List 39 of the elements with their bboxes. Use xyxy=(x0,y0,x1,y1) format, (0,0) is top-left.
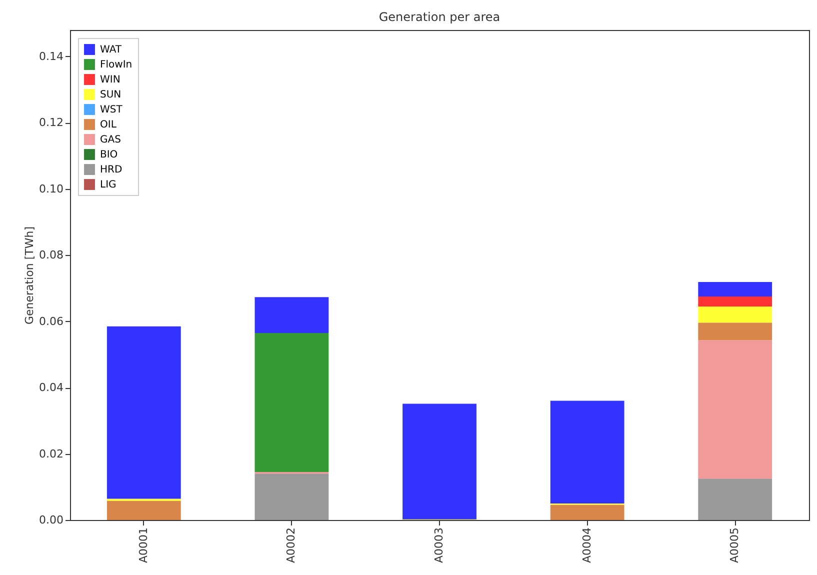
bar xyxy=(550,400,624,504)
legend-label: WST xyxy=(100,104,124,116)
chart-title: Generation per area xyxy=(378,10,500,24)
bar xyxy=(254,297,329,333)
legend-label: FlowIn xyxy=(100,60,132,70)
y-tick-label: 0.00 xyxy=(39,514,64,526)
bar xyxy=(254,474,329,520)
y-tick-label: 0.12 xyxy=(39,116,64,130)
bar xyxy=(254,332,329,472)
bar xyxy=(698,306,772,323)
bar xyxy=(106,500,181,520)
legend-label: SUN xyxy=(100,90,122,100)
y-tick-label: 0.02 xyxy=(39,447,64,460)
bar xyxy=(698,282,772,297)
y-axis-title: Generation [TWh] xyxy=(23,226,36,325)
legend-label: GAS xyxy=(100,134,121,146)
x-tick-label: A0003 xyxy=(432,528,446,564)
y-tick-label: 0.06 xyxy=(39,314,64,328)
y-tick-label: 0.10 xyxy=(39,182,64,196)
y-tick-label: 0.08 xyxy=(39,248,64,262)
x-tick-label: A0005 xyxy=(728,528,742,564)
legend-label: WAT xyxy=(100,44,122,56)
bar xyxy=(550,504,624,520)
bar xyxy=(698,322,772,340)
legend-label: WIN xyxy=(100,74,120,86)
x-tick-label: A0002 xyxy=(284,528,298,564)
legend-label: HRD xyxy=(100,164,122,176)
bar xyxy=(698,340,772,479)
legend-label: OIL xyxy=(100,120,117,130)
x-tick-label: A0001 xyxy=(136,528,150,564)
y-tick-label: 0.14 xyxy=(39,50,64,63)
x-tick-label: A0004 xyxy=(580,528,594,564)
y-tick-label: 0.04 xyxy=(39,381,64,394)
bar xyxy=(402,404,476,520)
legend-label: BIO xyxy=(100,150,118,160)
bar xyxy=(106,326,181,499)
legend-label: LIG xyxy=(100,180,116,190)
bar xyxy=(698,478,772,520)
bar xyxy=(698,296,772,306)
